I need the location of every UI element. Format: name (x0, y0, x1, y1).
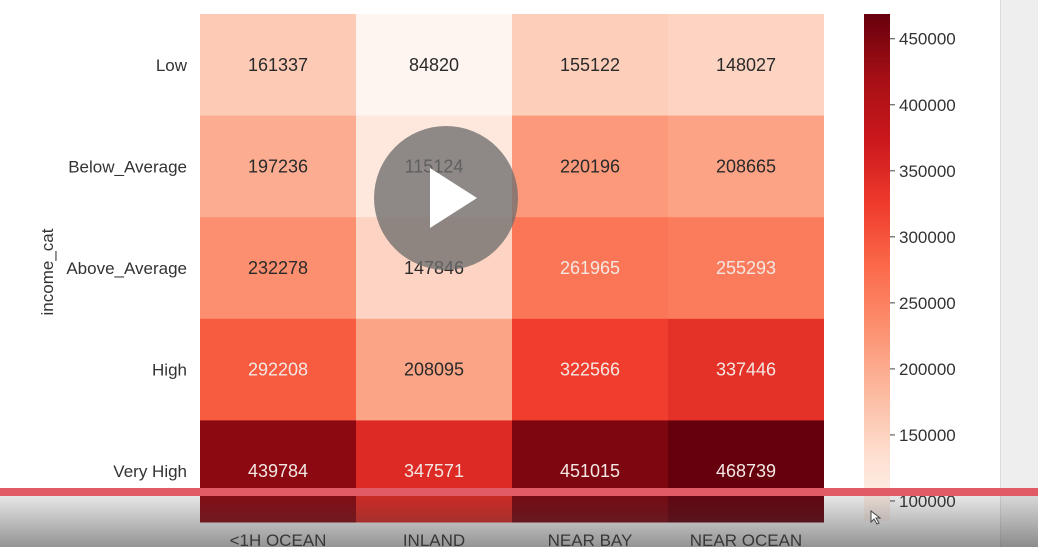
heatmap-cell (200, 217, 356, 320)
mouse-cursor-icon (870, 510, 882, 525)
cell-value-label: 220196 (560, 156, 620, 176)
heatmap-chart: 1613378482015512214802719723611512422019… (38, 14, 956, 547)
heatmap-cell (668, 14, 824, 117)
heatmap-cell (356, 14, 512, 117)
row-label: Very High (113, 462, 187, 481)
cell-value-label: 208095 (404, 360, 464, 380)
row-labels: Low Below_Average Above_Average High Very Hi… (66, 56, 187, 481)
heatmap-cell (200, 318, 356, 421)
heatmap-cell (668, 115, 824, 218)
play-icon (430, 168, 477, 228)
scrollbar[interactable] (1000, 0, 1038, 547)
y-axis-label: income_cat (38, 228, 57, 315)
colorbar-gradient (864, 14, 890, 521)
cell-value-label: 439784 (248, 461, 308, 481)
colorbar-tick-label: 250000 (899, 294, 956, 313)
cell-value-label: 255293 (716, 258, 776, 278)
colorbar-tick-label: 150000 (899, 426, 956, 445)
cell-value-label: 232278 (248, 258, 308, 278)
cell-value-label: 148027 (716, 55, 776, 75)
cell-value-label: 161337 (248, 55, 308, 75)
heatmap-cells (200, 14, 824, 523)
cell-value-label: 197236 (248, 156, 308, 176)
play-button[interactable] (374, 126, 518, 270)
row-label: High (152, 361, 187, 380)
video-progress-bar[interactable] (0, 488, 1038, 496)
row-label: Above_Average (66, 259, 187, 278)
heatmap-cell (512, 115, 668, 218)
cell-value-label: 155122 (560, 55, 620, 75)
colorbar-tick-label: 200000 (899, 360, 956, 379)
cell-value-label: 261965 (560, 258, 620, 278)
cell-value-label: 84820 (409, 55, 459, 75)
video-control-bar (0, 488, 1038, 547)
heatmap-cell (512, 318, 668, 421)
cell-value-labels: 1613378482015512214802719723611512422019… (248, 55, 776, 481)
heatmap-cell (668, 217, 824, 320)
colorbar-tick-label: 350000 (899, 162, 956, 181)
cell-value-label: 292208 (248, 360, 308, 380)
row-label: Low (156, 56, 188, 75)
cell-value-label: 322566 (560, 360, 620, 380)
cell-value-label: 451015 (560, 461, 620, 481)
colorbar-tick-label: 400000 (899, 96, 956, 115)
heatmap-cell (512, 14, 668, 117)
heatmap-cell (512, 217, 668, 320)
colorbar-tick-label: 300000 (899, 228, 956, 247)
cell-value-label: 208665 (716, 156, 776, 176)
colorbar-ticks: 450000 400000 350000 300000 250000 200000 1500… (890, 30, 956, 511)
row-label: Below_Average (68, 157, 187, 176)
cell-value-label: 337446 (716, 360, 776, 380)
cell-value-label: 468739 (716, 461, 776, 481)
heatmap-cell (356, 318, 512, 421)
colorbar-tick-label: 450000 (899, 30, 956, 49)
heatmap-cell (200, 14, 356, 117)
heatmap-cell (200, 115, 356, 218)
colorbar (864, 14, 890, 521)
heatmap-cell (668, 318, 824, 421)
cell-value-label: 347571 (404, 461, 464, 481)
